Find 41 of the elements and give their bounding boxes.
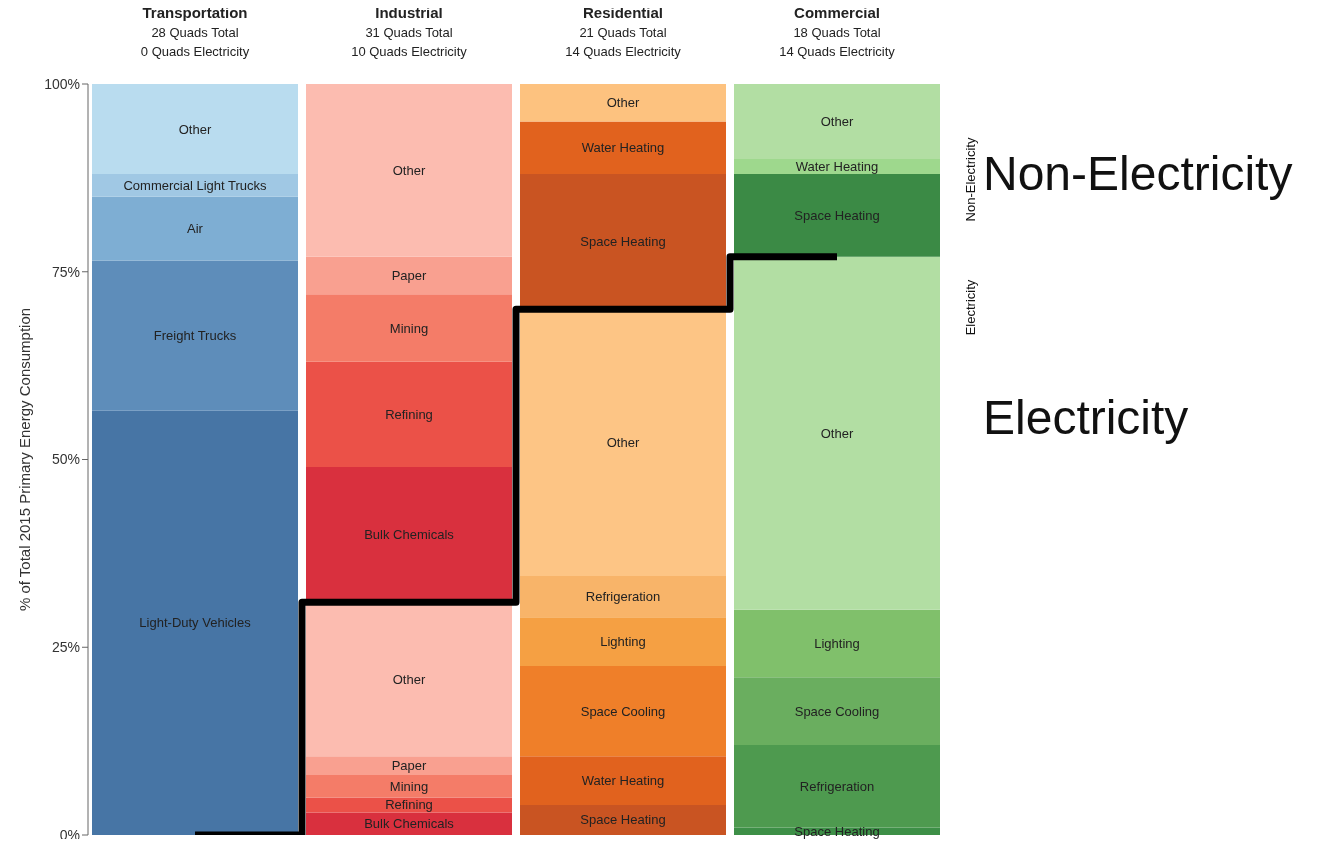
series-label: Water Heating	[581, 773, 665, 789]
y-tick-label: 100%	[44, 75, 80, 92]
series-label: Commercial Light Trucks	[123, 177, 268, 193]
series-label: Mining	[389, 778, 429, 794]
series-label: Mining	[389, 320, 429, 336]
series-label: Lighting	[814, 635, 860, 651]
series-label: Refrigeration	[799, 778, 875, 794]
series-label: Space Heating	[794, 207, 880, 223]
series-label: Refining	[385, 406, 433, 422]
series-label: Refrigeration	[585, 589, 661, 605]
series-label: Paper	[391, 268, 428, 284]
series-label: Other	[820, 114, 854, 130]
series-label: Other	[178, 121, 212, 137]
series-label: Other	[392, 671, 426, 687]
series-label: Other	[820, 425, 854, 441]
text: Electricity	[962, 278, 978, 338]
y-tick-label: 75%	[51, 263, 80, 280]
text: Electricity	[983, 390, 1189, 445]
series-label: Refining	[385, 797, 433, 813]
series-label: Other	[606, 95, 640, 111]
series-label: Air	[187, 221, 204, 237]
text: Non-Electricity	[983, 146, 1293, 201]
y-tick-label: 25%	[51, 639, 80, 656]
series-label: Bulk Chemicals	[364, 816, 455, 832]
series-label: Space Cooling	[794, 703, 880, 719]
series-label: Water Heating	[581, 140, 665, 156]
series-label: Space Heating	[580, 812, 666, 828]
series-label: Freight Trucks	[153, 328, 237, 344]
text: Non-Electricity	[962, 136, 978, 224]
series-label: Light-Duty Vehicles	[139, 615, 252, 631]
series-label: Other	[392, 162, 426, 178]
series-label: Paper	[391, 758, 428, 774]
y-tick-label: 50%	[51, 451, 80, 468]
series-label: Space Heating	[794, 823, 880, 839]
series-label: Other	[606, 435, 640, 451]
series-label: Water Heating	[795, 159, 879, 175]
series-label: Space Cooling	[580, 703, 666, 719]
series-label: Bulk Chemicals	[364, 527, 455, 543]
series-label: Lighting	[600, 634, 646, 650]
y-axis-title: % of Total 2015 Primary Energy Consumption	[16, 307, 34, 612]
series-label: Space Heating	[580, 234, 666, 250]
